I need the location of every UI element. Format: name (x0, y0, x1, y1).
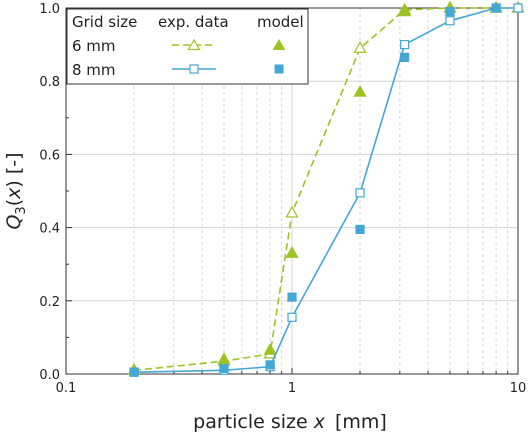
series-8mm-expdata-marker (287, 312, 297, 322)
y-tick-label: 0.0 (39, 368, 60, 383)
x-tick-label: 0.1 (56, 381, 77, 396)
x-tick-label: 1 (288, 381, 296, 396)
x-axis-label-variable: x (313, 411, 326, 433)
y-axis-label-subscript: 3 (14, 206, 29, 214)
legend-8mm-exp-marker (189, 64, 199, 74)
series-8mm-model-marker (129, 367, 139, 377)
y-tick-label: 1.0 (39, 2, 60, 17)
series-8mm-model-marker (219, 363, 229, 374)
legend-row-6mm-label: 6 mm (72, 37, 116, 55)
legend: Grid size exp. data model 6 mm 8 mm (66, 8, 309, 85)
legend-box (66, 8, 309, 85)
series-6mm-expdata-marker (353, 41, 367, 53)
x-axis-label-unit: [mm] (335, 411, 387, 433)
x-axis-label-prefix: particle size (193, 411, 314, 433)
series-6mm-model-marker (217, 352, 231, 364)
x-tick-label: 10 (510, 381, 527, 396)
series-8mm-model-marker (287, 292, 297, 302)
series-6mm-model-marker (263, 342, 277, 355)
y-tick-label: 0.8 (39, 75, 60, 90)
x-axis-label: particle size x [mm] (193, 411, 387, 433)
series-6mm-model-marker (353, 84, 367, 97)
series-6mm-model-marker (398, 4, 412, 17)
y-axis-label-close: ) [-] (3, 152, 25, 187)
y-tick-label: 0.2 (39, 295, 60, 310)
y-axis-label-variable: x (3, 187, 25, 200)
series-8mm-expdata-marker (513, 3, 523, 13)
series-8mm-expdata-marker (445, 16, 455, 26)
series-8mm-model-marker (400, 52, 410, 63)
series-8mm-model-marker (265, 360, 275, 370)
y-axis-label: Q3(x) [-] (3, 152, 29, 229)
y-axis-label-open: ( (3, 199, 25, 206)
series-6mm-model-marker (285, 245, 299, 258)
y-tick-label: 0.6 (39, 148, 60, 163)
y-axis-label-main: Q (3, 215, 25, 230)
legend-6mm-model-marker (272, 39, 286, 50)
series-8mm-model-marker (491, 3, 501, 13)
series-8mm-model-marker (445, 7, 455, 17)
y-tick-label: 0.4 (39, 222, 60, 237)
series-8mm-expdata-marker (400, 39, 410, 50)
series-8mm-model-marker (355, 224, 365, 235)
legend-6mm-exp-marker (187, 38, 201, 51)
axis-ticks: 0.1 1 10 0.0 0.2 0.4 0.6 0.8 1.0 (39, 2, 526, 396)
series-6mm-expdata-marker (285, 205, 299, 218)
legend-header-model: model (257, 13, 304, 31)
legend-8mm-model-marker (274, 64, 284, 74)
legend-header-grid-size: Grid size (72, 13, 137, 31)
series-layer (127, 0, 525, 377)
legend-row-8mm-label: 8 mm (72, 61, 116, 79)
series-8mm-expdata-marker (355, 188, 365, 198)
legend-header-exp-data: exp. data (158, 13, 229, 31)
